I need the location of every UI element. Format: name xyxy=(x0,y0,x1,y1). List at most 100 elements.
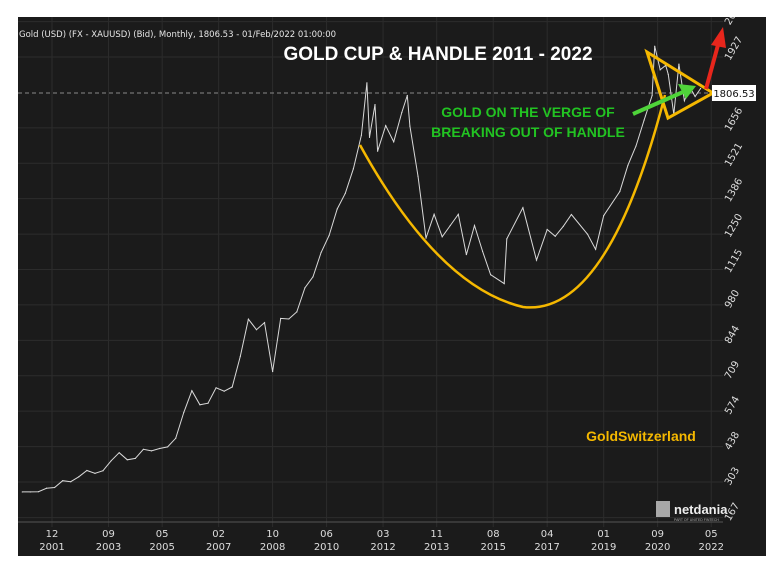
x-tick-year: 2019 xyxy=(591,542,616,553)
data-point xyxy=(344,192,346,194)
annotation-line-2: BREAKING OUT OF HANDLE xyxy=(431,124,625,140)
breakout-arrow-head xyxy=(711,27,726,48)
svg-text:netdania: netdania xyxy=(674,502,728,517)
x-tick-month: 05 xyxy=(705,529,718,540)
data-point xyxy=(554,235,556,237)
data-point xyxy=(406,94,408,97)
data-point xyxy=(312,276,314,278)
data-point xyxy=(546,228,548,231)
x-tick-month: 08 xyxy=(487,529,500,540)
data-point xyxy=(280,317,282,320)
data-point xyxy=(37,491,40,493)
x-tick-month: 04 xyxy=(541,529,554,540)
data-point xyxy=(167,446,169,448)
netdania-logo: netdania PART OF UNITED FINTECH xyxy=(656,501,728,522)
data-point xyxy=(481,250,484,253)
data-point xyxy=(360,134,363,136)
data-point xyxy=(118,452,120,454)
breakout-arrow xyxy=(704,44,720,90)
brand-label: GoldSwitzerland xyxy=(586,428,696,444)
data-point xyxy=(374,104,376,106)
x-tick-month: 09 xyxy=(102,529,115,540)
data-point xyxy=(78,476,80,478)
data-point xyxy=(86,469,88,472)
data-point xyxy=(247,318,249,320)
data-point xyxy=(231,386,233,388)
data-point xyxy=(678,63,680,65)
data-point xyxy=(142,448,145,450)
data-point xyxy=(506,238,508,240)
x-tick-year: 2007 xyxy=(206,542,231,553)
data-point xyxy=(215,387,217,389)
x-tick-year: 2015 xyxy=(480,542,505,553)
trend-arrow xyxy=(632,90,684,116)
data-point xyxy=(376,150,379,152)
x-tick-year: 2001 xyxy=(39,542,64,553)
data-point xyxy=(595,248,597,250)
x-tick-year: 2010 xyxy=(314,542,339,553)
grid xyxy=(18,17,723,527)
data-point xyxy=(409,125,411,127)
data-point xyxy=(320,251,322,254)
x-tick-month: 03 xyxy=(377,529,390,540)
cup-curve xyxy=(358,94,667,309)
data-point xyxy=(603,214,605,217)
chart-title: GOLD CUP & HANDLE 2011 - 2022 xyxy=(283,44,592,65)
data-point xyxy=(110,460,112,462)
data-point xyxy=(503,283,505,285)
gold-chart: Gold (USD) (FX - XAUUSD) (Bid), Monthly,… xyxy=(18,17,766,556)
data-point xyxy=(175,437,177,439)
data-point xyxy=(352,168,354,170)
series-line xyxy=(22,46,702,493)
x-tick-month: 06 xyxy=(320,529,333,540)
data-point xyxy=(522,207,524,209)
data-point xyxy=(158,447,161,450)
chart-header: Gold (USD) (FX - XAUUSD) (Bid), Monthly,… xyxy=(19,30,336,40)
data-point xyxy=(385,124,387,127)
data-point xyxy=(199,404,201,406)
data-point xyxy=(659,69,661,71)
data-point xyxy=(304,287,306,289)
data-point xyxy=(699,87,702,90)
data-point xyxy=(134,457,136,460)
x-tick-year: 2022 xyxy=(699,542,724,553)
data-point xyxy=(627,164,629,166)
data-point xyxy=(619,190,621,193)
data-point xyxy=(473,224,476,227)
data-point xyxy=(94,472,96,474)
data-point xyxy=(366,82,368,84)
data-point xyxy=(288,318,290,320)
last-price-value: 1806.53 xyxy=(713,89,754,100)
svg-text:PART OF UNITED FINTECH: PART OF UNITED FINTECH xyxy=(674,518,719,522)
data-point xyxy=(102,470,104,472)
data-point xyxy=(126,459,128,461)
data-point xyxy=(586,233,589,235)
data-point xyxy=(255,329,258,331)
data-point xyxy=(457,213,459,215)
data-point xyxy=(643,119,645,121)
data-point xyxy=(490,274,492,276)
x-tick-month: 05 xyxy=(156,529,169,540)
data-point xyxy=(150,450,153,452)
data-point xyxy=(635,145,637,147)
data-point xyxy=(207,402,209,404)
data-point xyxy=(683,100,686,102)
data-point xyxy=(62,480,64,482)
data-point xyxy=(465,253,468,256)
x-tick-year: 2008 xyxy=(260,542,285,553)
data-point xyxy=(183,411,185,413)
data-point xyxy=(70,481,72,483)
data-point xyxy=(651,94,653,97)
x-tick-year: 2017 xyxy=(534,542,559,553)
data-point xyxy=(417,175,419,177)
data-point xyxy=(328,234,330,237)
x-tick-month: 09 xyxy=(651,529,664,540)
data-point xyxy=(239,355,241,357)
annotation-line-1: GOLD ON THE VERGE OF xyxy=(441,104,615,120)
data-point xyxy=(45,487,48,489)
data-point xyxy=(336,208,338,210)
data-point xyxy=(296,311,298,313)
data-point xyxy=(223,390,225,392)
data-point xyxy=(263,322,266,324)
x-tick-year: 2003 xyxy=(96,542,121,553)
